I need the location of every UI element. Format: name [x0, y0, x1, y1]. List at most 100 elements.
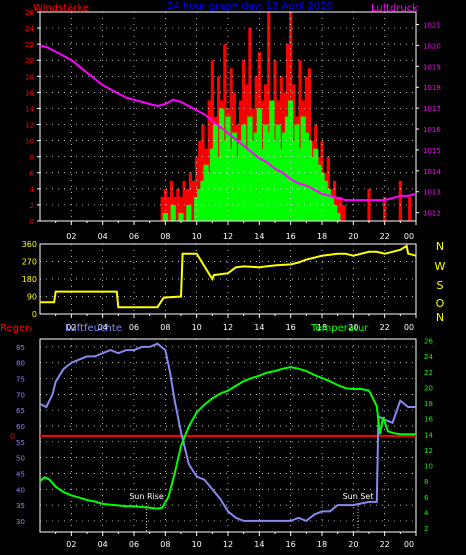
gust-bar — [267, 12, 271, 221]
wind-bar — [231, 132, 237, 221]
direction-x-tick-label: 20 — [348, 323, 358, 332]
temperature-y-tick-label: 14 — [424, 431, 433, 439]
wind-x-tick-label: 08 — [160, 232, 170, 241]
wind-y-tick-label: 18 — [25, 73, 34, 81]
gust-bar — [408, 196, 412, 221]
sun-set-label: Sun Set — [343, 492, 374, 501]
gust-bar — [298, 60, 302, 221]
humidity-axis-title: Luftfeuchte — [65, 323, 122, 334]
rain-zero-label: 0 — [10, 432, 15, 441]
wind-y-tick-label: 4 — [30, 186, 35, 194]
wind-bar — [313, 148, 319, 221]
gust-bar — [160, 196, 164, 221]
climate-x-tick-label: 20 — [348, 540, 358, 549]
wind-bar — [275, 124, 281, 221]
humidity-y-tick-label: 55 — [16, 439, 25, 447]
wind-y-tick-label: 0 — [30, 218, 34, 226]
direction-x-tick-label: 12 — [223, 323, 233, 332]
chart-title: 24 hour graph day: 12 April 2020 — [167, 1, 333, 12]
wind-bar — [212, 124, 219, 221]
climate-x-tick-label: 00 — [404, 540, 414, 549]
wind-y-tick-label: 8 — [30, 154, 34, 162]
direction-x-tick-label: 04 — [98, 323, 108, 332]
direction-x-tick-label: 22 — [380, 323, 390, 332]
direction-y-tick-label: 0 — [32, 310, 37, 319]
wind-bar — [306, 140, 313, 221]
direction-x-tick-label: 08 — [160, 323, 170, 332]
wind-y-tick-label: 24 — [25, 25, 34, 33]
pressure-y-tick-label: 1016 — [423, 126, 441, 134]
compass-label: W — [435, 260, 446, 273]
wind-bar — [203, 164, 209, 221]
wind-bar — [322, 180, 328, 221]
wind-bar — [281, 132, 287, 221]
climate-x-tick-label: 14 — [254, 540, 264, 549]
gust-bar — [210, 60, 214, 221]
wind-bar — [272, 140, 278, 221]
wind-x-tick-label: 18 — [317, 232, 327, 241]
pressure-y-tick-label: 1012 — [423, 210, 441, 218]
gust-bar — [182, 180, 186, 221]
wind-bar — [294, 124, 300, 221]
rain-axis-title: Regen — [0, 323, 32, 334]
wind-bar — [178, 212, 184, 221]
gust-bar — [191, 180, 196, 221]
gust-bar — [342, 204, 346, 221]
wind-bar — [263, 124, 269, 221]
wind-bar — [197, 188, 203, 221]
gust-bar — [229, 68, 233, 222]
wind-bar — [209, 148, 215, 221]
compass-label: S — [437, 279, 444, 292]
gust-bar — [336, 196, 340, 221]
wind-bar — [234, 156, 240, 221]
wind-x-tick-label: 20 — [348, 232, 358, 241]
wind-bar — [200, 180, 206, 221]
humidity-y-tick-label: 60 — [16, 423, 25, 431]
climate-x-tick-label: 06 — [129, 540, 139, 549]
gust-bar — [207, 100, 211, 221]
climate-x-tick-label: 04 — [98, 540, 108, 549]
sun-rise-label: Sun Rise — [129, 492, 164, 501]
wind-bar — [170, 204, 176, 221]
wind-bar — [250, 140, 256, 221]
wind-x-tick-label: 22 — [380, 232, 390, 241]
wind-y-tick-label: 14 — [25, 105, 34, 113]
humidity-y-tick-label: 30 — [16, 518, 25, 526]
direction-x-tick-label: 16 — [286, 323, 296, 332]
climate-x-tick-label: 12 — [223, 540, 233, 549]
gust-bar — [166, 196, 171, 221]
gust-bar — [170, 180, 174, 221]
wind-bar — [228, 148, 234, 221]
wind-y-tick-label: 20 — [25, 57, 34, 65]
wind-bar — [284, 116, 291, 221]
humidity-y-tick-label: 75 — [16, 376, 25, 384]
pressure-line — [39, 44, 417, 202]
direction-line — [40, 244, 417, 309]
direction-x-tick-label: 18 — [317, 323, 327, 332]
humidity-y-tick-label: 45 — [16, 470, 25, 478]
pressure-y-tick-label: 1013 — [423, 189, 441, 197]
humidity-y-tick-label: 40 — [16, 486, 25, 494]
wind-y-tick-label: 26 — [25, 9, 34, 17]
gust-bar — [383, 196, 387, 221]
wind-bar — [219, 108, 225, 221]
gust-bar — [339, 196, 343, 221]
wind-bar — [328, 196, 334, 221]
temperature-line — [39, 366, 416, 510]
direction-x-tick-label: 14 — [254, 323, 264, 332]
wind-y-tick-label: 12 — [25, 122, 34, 130]
wind-y-tick-label: 22 — [25, 41, 34, 49]
pressure-y-tick-label: 1015 — [423, 147, 441, 155]
gust-bar — [223, 44, 227, 222]
temperature-y-tick-label: 16 — [424, 416, 433, 424]
temperature-y-tick-label: 18 — [424, 400, 433, 408]
wind-bar — [247, 116, 253, 221]
climate-x-tick-label: 08 — [160, 540, 170, 549]
pressure-y-tick-label: 1018 — [423, 84, 441, 92]
wind-x-tick-label: 16 — [286, 232, 296, 241]
temperature-y-tick-label: 20 — [424, 384, 433, 392]
wind-bar — [206, 172, 212, 221]
wind-bar — [300, 116, 306, 221]
temperature-y-tick-label: 8 — [424, 478, 428, 486]
wind-bar — [269, 100, 275, 221]
